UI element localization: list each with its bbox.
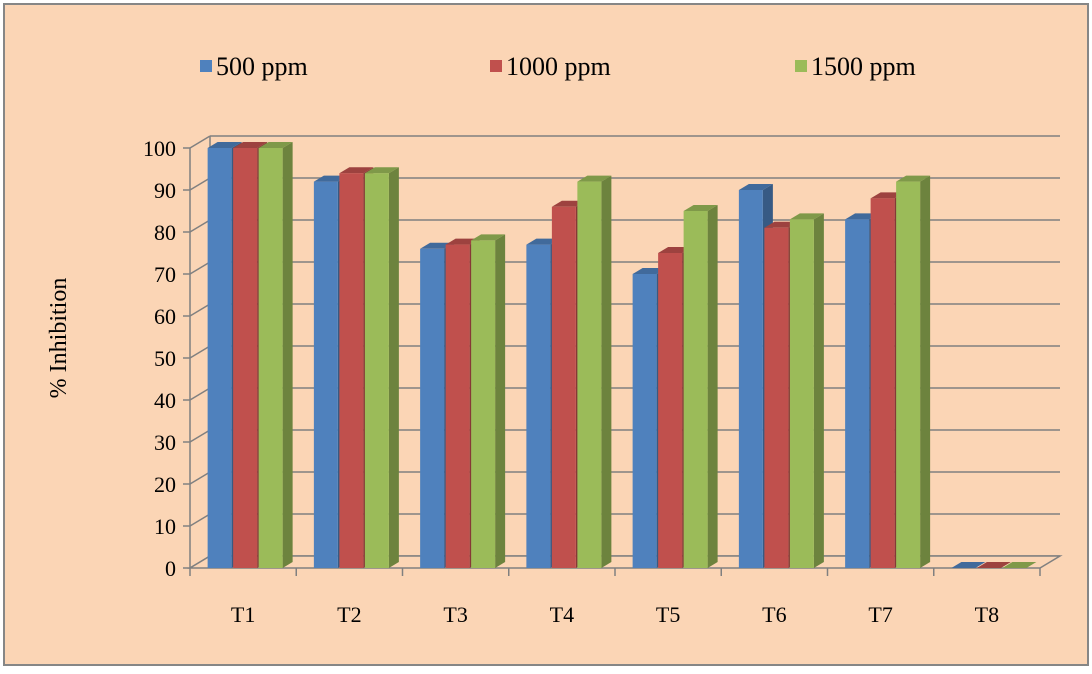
legend: 500 ppm 1000 ppm 1500 ppm (200, 52, 916, 81)
x-tick-label: T2 (337, 602, 361, 627)
bar (789, 219, 814, 568)
x-tick-label: T1 (231, 602, 255, 627)
gridline-side (189, 177, 211, 191)
legend-label: 1000 ppm (506, 52, 611, 81)
y-tick-label: 60 (154, 304, 176, 329)
x-tick-label: T3 (443, 602, 467, 627)
y-axis-label: % Inhibition (46, 278, 72, 399)
bar (207, 148, 232, 568)
bar (870, 198, 895, 568)
bar-top (339, 167, 374, 174)
bar-top (471, 234, 506, 241)
bar (313, 181, 338, 568)
gridline-side (189, 261, 211, 275)
legend-label: 500 ppm (216, 52, 308, 81)
bar-top (738, 184, 773, 190)
bar (233, 148, 258, 568)
x-tick-label: T4 (550, 602, 574, 627)
gridline-side (189, 429, 211, 443)
bar-side (920, 175, 931, 568)
gridline-side (189, 135, 211, 149)
legend-label: 1500 ppm (811, 52, 916, 81)
gridline-side (189, 303, 211, 317)
bar-top (896, 175, 931, 182)
y-tick-label: 70 (154, 262, 176, 287)
bar (258, 148, 283, 568)
bar-top (207, 142, 242, 148)
bar (577, 181, 602, 568)
y-tick-label: 50 (154, 346, 176, 371)
gridline-side (189, 513, 211, 527)
x-tick-label: T7 (868, 602, 892, 627)
bar-top (683, 205, 718, 211)
bar-side (813, 213, 824, 568)
x-tick-label: T8 (975, 602, 999, 627)
axes: 0 10 20 30 40 50 60 70 80 90 100 T1 T2 T3 T4 T5 T6 T7 T8 (143, 136, 1063, 627)
bar-top (789, 213, 824, 220)
bar (339, 173, 364, 568)
y-tick-label: 20 (154, 472, 176, 497)
bar-side (282, 142, 293, 568)
y-tick-label: 0 (165, 556, 176, 581)
bar-top (1002, 562, 1037, 568)
bar (632, 274, 657, 568)
bar-top (976, 562, 1011, 568)
y-tick-label: 30 (154, 430, 176, 455)
bar-top (951, 562, 986, 568)
bar (471, 240, 496, 568)
bar-top (577, 175, 612, 182)
y-tick-label: 100 (143, 136, 176, 161)
bar-top (258, 142, 293, 148)
gridline-side (189, 219, 211, 233)
bar-side (495, 234, 506, 568)
gridline-side (189, 345, 211, 359)
bar (551, 206, 576, 569)
bar-top (364, 167, 399, 174)
y-tick-label: 10 (154, 514, 176, 539)
legend-swatch (200, 60, 212, 72)
legend-swatch (795, 60, 807, 72)
x-tick-label: T6 (762, 602, 786, 627)
bar-side (601, 175, 612, 568)
bar (420, 248, 445, 569)
bar (896, 181, 921, 568)
y-tick-label: 40 (154, 388, 176, 413)
bar (764, 227, 789, 569)
bar-side (388, 167, 399, 568)
bar (658, 253, 683, 568)
bar (364, 173, 389, 568)
bar-side (707, 205, 718, 568)
bar (738, 190, 763, 568)
bar (445, 244, 470, 568)
x-tick-label: T5 (656, 602, 680, 627)
bars (207, 142, 1037, 569)
gridline-side (189, 387, 211, 401)
bar (683, 211, 708, 568)
bar (845, 219, 870, 568)
bar-top (233, 142, 268, 148)
bar (526, 244, 551, 568)
gridline-side (189, 471, 211, 485)
y-tick-label: 90 (154, 178, 176, 203)
y-tick-label: 80 (154, 220, 176, 245)
legend-swatch (490, 60, 502, 72)
